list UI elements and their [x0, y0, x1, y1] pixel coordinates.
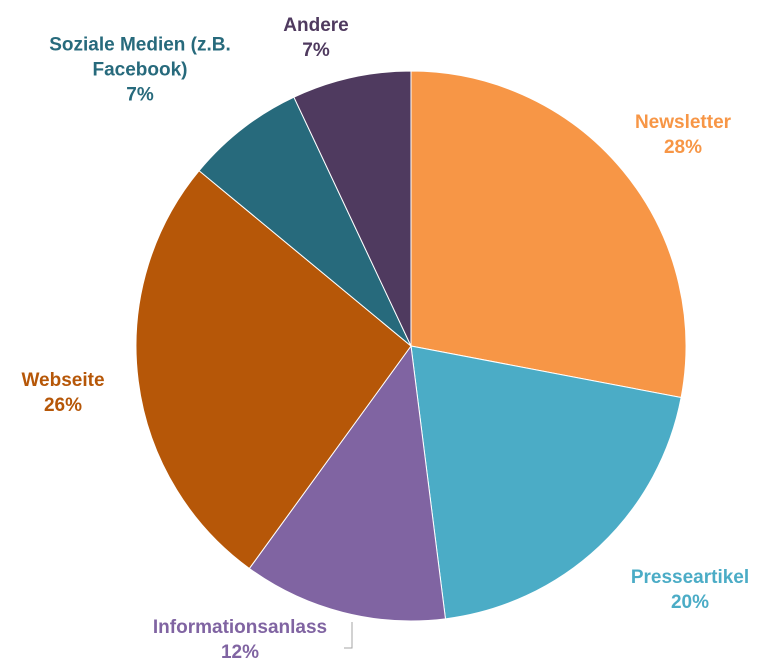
slice-label: Newsletter 28% [598, 110, 768, 160]
value-label: 7% [126, 84, 154, 106]
slice-label: Soziale Medien (z.B. Facebook) 7% [40, 33, 240, 108]
value-label: 12% [220, 642, 260, 663]
slice-label: Presseartikel 20% [605, 565, 768, 615]
value-label: 26% [43, 395, 83, 416]
pie-slice [410, 70, 687, 399]
slice-label: Andere 7% [266, 13, 366, 63]
value-label: 28% [663, 137, 703, 158]
category-label: Andere [283, 15, 349, 36]
slice-label: Informationsanlass 12% [130, 615, 350, 665]
category-label: Newsletter [634, 112, 732, 133]
leader-line [344, 622, 353, 649]
pie-slice [410, 345, 682, 620]
value-label: 7% [302, 40, 330, 61]
pie-slice [198, 96, 412, 347]
category-label: Webseite [21, 370, 105, 391]
pie-slice [293, 70, 412, 347]
category-label: Soziale Medien (z.B. Facebook) [49, 34, 231, 81]
pie-slice [248, 344, 447, 622]
value-label: 20% [670, 592, 710, 613]
category-label: Presseartikel [630, 567, 750, 588]
pie-slice [135, 170, 412, 570]
slice-label: Webseite 26% [3, 368, 123, 418]
category-label: Informationsanlass [152, 617, 328, 638]
